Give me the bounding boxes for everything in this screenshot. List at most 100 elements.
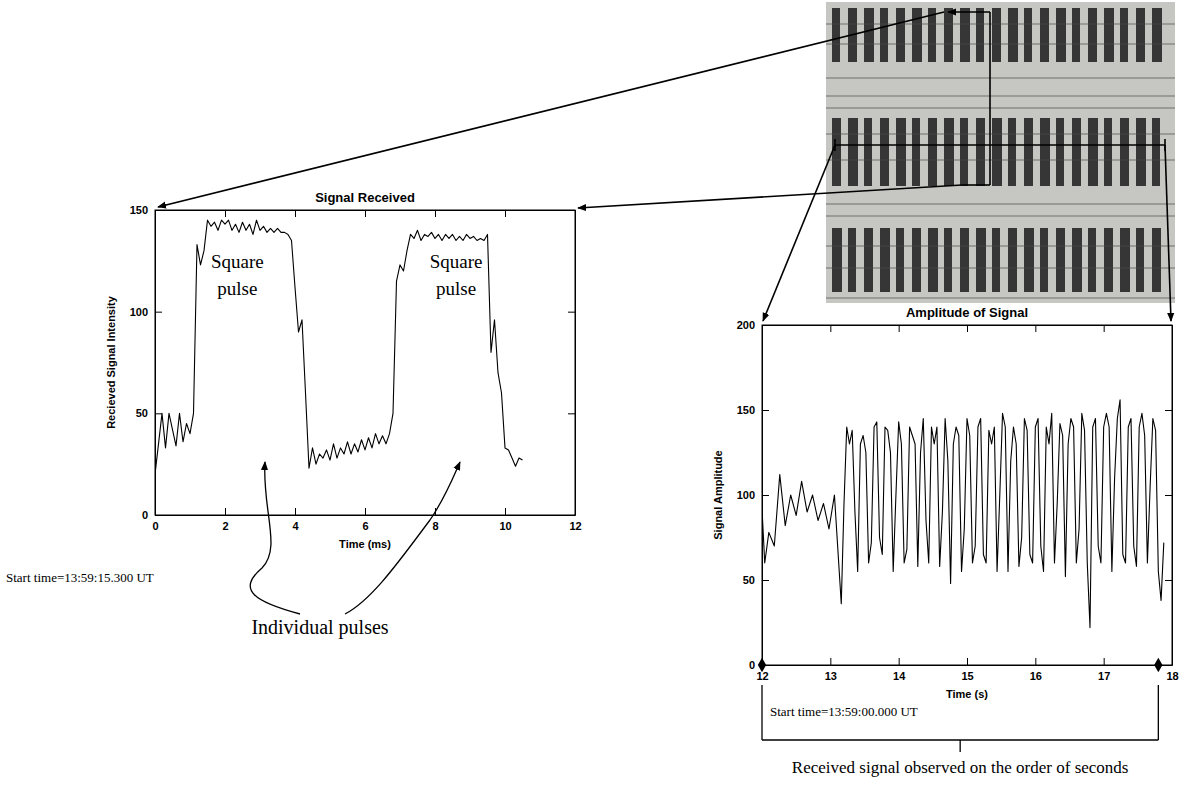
photo-background: [826, 2, 1175, 303]
y-axis: 050100150: [130, 204, 162, 521]
photo-stripe: [832, 118, 841, 186]
tick: 200: [737, 319, 769, 331]
tick-mark: [762, 325, 769, 326]
tick-mark: [762, 580, 769, 581]
photo-stripe: [832, 8, 840, 62]
x-axis-title: Time (s): [946, 688, 988, 700]
tick-label: 13: [825, 670, 837, 682]
figure-canvas: 024681012050100150Signal ReceivedTime (m…: [0, 0, 1194, 790]
tick-label: 14: [893, 670, 906, 682]
photo-stripe: [960, 228, 969, 292]
tick: 150: [737, 404, 769, 416]
plot-area: [155, 220, 523, 474]
tick-label: 15: [961, 670, 973, 682]
tick: 13: [825, 658, 837, 682]
photo-stripe: [1072, 8, 1080, 62]
photo-stripe: [976, 8, 984, 62]
plot-frame: [762, 325, 1172, 665]
bracket-line: [761, 685, 762, 740]
photo-stripe: [1040, 118, 1050, 186]
tick: 10: [499, 508, 511, 532]
tick-mark: [1035, 325, 1036, 332]
x-axis-title: Time (ms): [339, 538, 391, 550]
tick-mark: [295, 210, 296, 217]
photo-stripe: [1120, 228, 1130, 292]
tick: 0: [142, 509, 162, 521]
photo-line: [826, 24, 1175, 25]
y-axis-right-line: [575, 211, 576, 516]
tick: [568, 515, 575, 516]
tick: 12: [756, 658, 768, 682]
photo-stripe: [880, 8, 888, 62]
tick: [505, 210, 506, 217]
signal-line: [155, 220, 523, 474]
tick-label: 0: [152, 520, 158, 532]
tick-mark: [295, 508, 296, 515]
photo-stripe: [1008, 228, 1017, 292]
y-axis-right: [568, 211, 576, 516]
connector-line: [1165, 145, 1171, 321]
photo-stripe: [1152, 8, 1162, 62]
photo-stripe: [880, 118, 889, 186]
y-axis-right: [1165, 326, 1173, 666]
chart-title: Amplitude of Signal: [906, 305, 1028, 320]
tick-label: 8: [432, 520, 438, 532]
photo-stripe: [880, 228, 890, 292]
photo-stripe: [896, 228, 904, 292]
tick-label: 2: [222, 520, 228, 532]
tick: [1165, 580, 1172, 581]
photo-stripe: [912, 8, 922, 62]
tick-mark: [568, 210, 575, 211]
tick-mark: [1035, 658, 1036, 665]
bracket-line: [960, 740, 961, 752]
tick: 50: [136, 407, 162, 419]
photo-stripe: [1104, 228, 1113, 292]
tick-mark: [1165, 495, 1172, 496]
photo-stripe: [928, 118, 937, 186]
tick-mark: [365, 210, 366, 217]
tick: [1165, 325, 1172, 326]
tick-label: 18: [1166, 670, 1178, 682]
photo-stripe: [928, 228, 938, 292]
photo-stripe: [944, 118, 954, 186]
tick-label: 0: [749, 659, 755, 671]
tick-mark: [830, 325, 831, 332]
tick: [1165, 495, 1172, 496]
start-time-label: Start time=13:59:00.000 UT: [770, 704, 918, 719]
tick-mark: [568, 312, 575, 313]
tick-mark: [1165, 580, 1172, 581]
photo-line: [826, 44, 1175, 45]
photo-stripe: [992, 8, 1001, 62]
tick: [568, 413, 575, 414]
x-axis: 12131415161718: [756, 658, 1178, 682]
photo-stripe: [848, 118, 858, 186]
x-axis-line: [156, 515, 576, 516]
chart-title: Signal Received: [315, 190, 415, 205]
photo-stripe: [1120, 8, 1128, 62]
tick-mark: [1104, 325, 1105, 332]
tick: [1165, 665, 1172, 666]
connector-line: [763, 145, 835, 321]
span-marker: [1154, 658, 1162, 672]
chart-panel: 024681012050100150Signal ReceivedTime (m…: [105, 190, 582, 550]
photo-stripe: [1088, 118, 1098, 186]
tick-label: 100: [130, 306, 148, 318]
tick: [1035, 325, 1036, 332]
chart-panel: 12131415161718050100150200Amplitude of S…: [712, 305, 1179, 700]
tick-label: 150: [737, 404, 755, 416]
tick-mark: [1104, 658, 1105, 665]
tick-mark: [568, 515, 575, 516]
photo-line: [826, 298, 1175, 299]
plot-frame: [155, 210, 575, 515]
bracket-line: [1158, 685, 1159, 740]
start-time-label: Start time=13:59:15.300 UT: [6, 570, 154, 585]
signal-line: [762, 400, 1164, 628]
tick: 6: [362, 508, 368, 532]
x-axis-top: [763, 325, 1173, 332]
span-label: Received signal observed on the order of…: [792, 758, 1129, 777]
photo-stripe: [864, 118, 872, 186]
tick-label: 4: [292, 520, 299, 532]
tick-mark: [155, 413, 162, 414]
photo-line: [826, 78, 1175, 79]
photo-stripe: [864, 228, 873, 292]
